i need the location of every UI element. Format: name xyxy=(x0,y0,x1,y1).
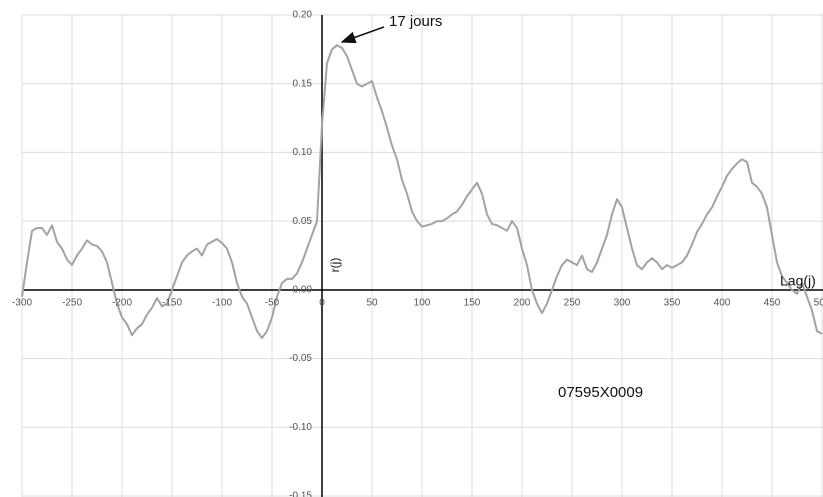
grid xyxy=(21,14,823,497)
x-tick-label: 500 xyxy=(814,298,823,309)
x-tick-label: 250 xyxy=(564,298,581,309)
y-tick-label: -0.05 xyxy=(289,353,312,364)
y-tick-label: 0.15 xyxy=(293,78,313,89)
annotation-arrow xyxy=(340,26,385,44)
x-tick-label: 400 xyxy=(714,298,731,309)
station-label: 07595X0009 xyxy=(558,384,643,401)
x-tick-label: -150 xyxy=(162,298,182,309)
x-tick-label: 450 xyxy=(764,298,781,309)
x-tick-label: 50 xyxy=(366,298,378,309)
x-tick-label: 0 xyxy=(319,298,325,309)
data-line xyxy=(21,44,823,339)
y-tick-label: 0.05 xyxy=(293,216,313,227)
x-tick-label: -250 xyxy=(62,298,82,309)
x-tick-label: -300 xyxy=(12,298,32,309)
x-tick-label: -100 xyxy=(212,298,232,309)
x-tick-label: -200 xyxy=(112,298,132,309)
y-axis-label: r(j) xyxy=(328,258,342,273)
plot xyxy=(21,44,823,339)
x-tick-label: 100 xyxy=(414,298,431,309)
x-tick-label: 200 xyxy=(514,298,531,309)
y-tick-label: 0.10 xyxy=(293,147,313,158)
x-tick-label: 300 xyxy=(614,298,631,309)
y-tick-label: -0.10 xyxy=(289,422,312,433)
x-axis-label: Lag(j) xyxy=(780,273,816,289)
y-tick-label: 0.20 xyxy=(293,10,313,21)
x-tick-label: -50 xyxy=(265,298,280,309)
y-tick-label: -0.15 xyxy=(289,491,312,497)
y-tick-label: 0.00 xyxy=(293,284,313,295)
annotation: 17 jours xyxy=(389,13,442,30)
x-tick-label: 350 xyxy=(664,298,681,309)
x-tick-label: 150 xyxy=(464,298,481,309)
